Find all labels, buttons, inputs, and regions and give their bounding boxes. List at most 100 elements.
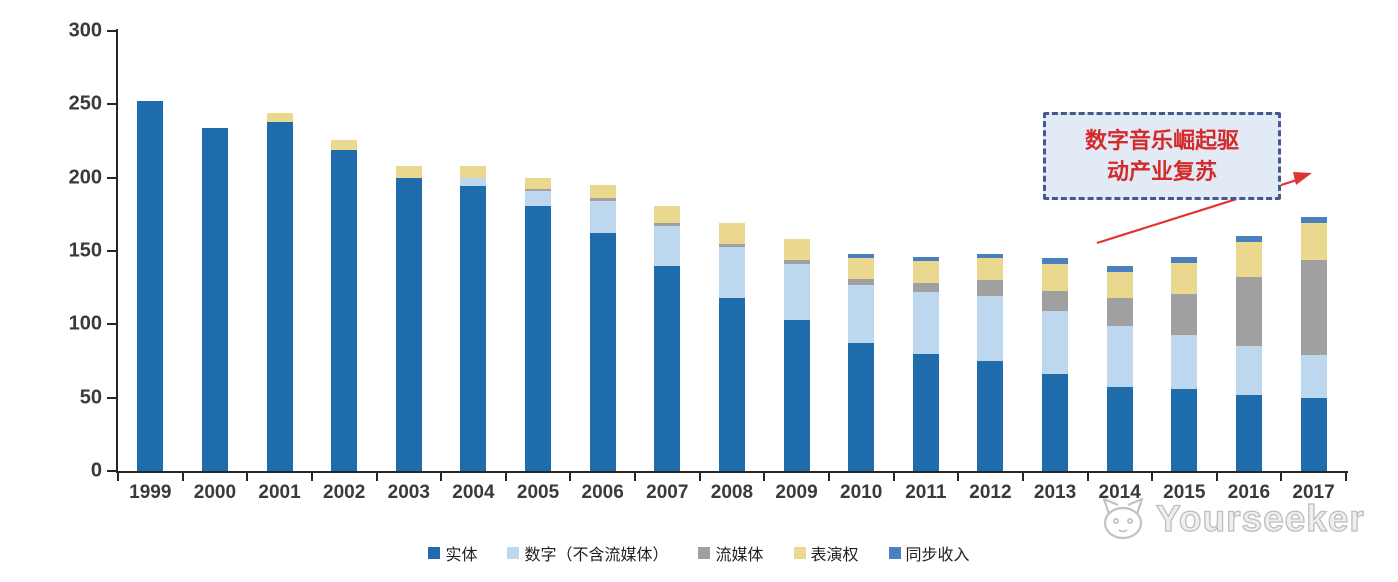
x-tick-mark-10 xyxy=(763,473,766,481)
bar-segment-digital-excl-streaming-2017 xyxy=(1300,355,1327,398)
bar-segment-physical-2003 xyxy=(395,177,422,471)
x-axis-label-2011: 2011 xyxy=(905,482,947,503)
legend-label-sync-revenue: 同步收入 xyxy=(905,547,970,564)
x-tick-mark-11 xyxy=(827,473,830,481)
bar-segment-streaming-2006 xyxy=(589,198,616,202)
stacked-bar-2001 xyxy=(266,113,293,471)
bar-segment-sync-revenue-2012 xyxy=(977,253,1004,259)
bar-group-2010 xyxy=(829,31,894,471)
watermark: Yourseeker xyxy=(1096,492,1365,546)
stacked-bar-2003 xyxy=(395,165,422,471)
bar-group-2017 xyxy=(1281,31,1346,471)
x-axis-label-2004: 2004 xyxy=(452,482,495,503)
x-axis-label-2016: 2016 xyxy=(1227,482,1271,503)
x-tick-mark-1 xyxy=(181,473,184,481)
stacked-bar-2010 xyxy=(848,253,875,471)
bar-segment-physical-2006 xyxy=(589,233,616,471)
x-axis-label-2007: 2007 xyxy=(646,482,689,503)
y-tick-label-200: 200 xyxy=(68,166,102,189)
bar-segment-performance-rights-2017 xyxy=(1300,223,1327,260)
y-tick-mark-300 xyxy=(107,30,116,32)
stacked-bar-2012 xyxy=(977,253,1004,471)
stacked-bar-2005 xyxy=(525,177,552,471)
legend-item-streaming: 流媒体 xyxy=(698,541,764,565)
bar-segment-digital-excl-streaming-2004 xyxy=(460,177,487,187)
bar-group-2001 xyxy=(247,31,312,471)
bar-segment-digital-excl-streaming-2006 xyxy=(589,201,616,234)
stacked-bar-1999 xyxy=(137,101,164,471)
bar-group-2000 xyxy=(183,31,248,471)
bar-segment-physical-2010 xyxy=(848,343,875,471)
stacked-bar-2016 xyxy=(1235,236,1262,471)
x-axis-label-2002: 2002 xyxy=(323,482,366,503)
bar-segment-digital-excl-streaming-2014 xyxy=(1106,325,1133,388)
bar-segment-physical-2012 xyxy=(977,361,1004,471)
legend-item-performance-rights: 表演权 xyxy=(793,541,859,565)
bar-segment-streaming-2007 xyxy=(654,223,681,227)
stacked-bar-2008 xyxy=(718,223,745,471)
x-tick-mark-15 xyxy=(1086,473,1089,481)
y-tick-label-100: 100 xyxy=(68,312,102,335)
y-tick-mark-250 xyxy=(107,103,116,106)
bar-segment-streaming-2010 xyxy=(848,278,875,285)
legend-swatch-digital-excl-streaming xyxy=(507,547,520,559)
bar-segment-physical-1999 xyxy=(137,101,164,471)
x-axis-label-2015: 2015 xyxy=(1163,482,1206,503)
x-tick-mark-3 xyxy=(310,473,313,481)
x-axis-label-2006: 2006 xyxy=(581,482,624,503)
x-tick-mark-2 xyxy=(246,473,249,481)
bar-group-2016 xyxy=(1217,31,1282,471)
stacked-bar-2004 xyxy=(460,165,487,471)
bar-segment-physical-2002 xyxy=(331,149,358,471)
x-axis-label-2005: 2005 xyxy=(516,482,560,503)
y-tick-mark-50 xyxy=(107,396,116,399)
bar-segment-digital-excl-streaming-2005 xyxy=(525,190,552,206)
bar-segment-physical-2011 xyxy=(912,353,939,471)
x-tick-mark-4 xyxy=(375,473,378,481)
bar-segment-streaming-2014 xyxy=(1106,297,1133,326)
bar-group-1999 xyxy=(118,31,183,471)
x-axis-label-2014: 2014 xyxy=(1098,482,1141,503)
bar-group-2012 xyxy=(958,31,1023,471)
legend-swatch-physical xyxy=(428,547,441,559)
stacked-bar-2013 xyxy=(1042,258,1069,471)
stacked-bar-2000 xyxy=(201,127,228,471)
bar-segment-performance-rights-2008 xyxy=(718,223,745,244)
legend-item-sync-revenue: 同步收入 xyxy=(888,541,970,565)
x-axis-label-2010: 2010 xyxy=(840,482,883,503)
bar-segment-sync-revenue-2011 xyxy=(912,256,939,262)
bar-group-2011 xyxy=(894,31,959,471)
bar-group-2014 xyxy=(1087,31,1152,471)
bar-group-2013 xyxy=(1023,31,1088,471)
x-axis-line xyxy=(116,471,1348,473)
legend-label-streaming: 流媒体 xyxy=(715,547,764,564)
legend-swatch-streaming xyxy=(698,547,711,559)
x-axis-label-2012: 2012 xyxy=(969,482,1012,503)
bar-segment-performance-rights-2007 xyxy=(654,205,681,224)
y-tick-mark-0 xyxy=(107,470,116,472)
stacked-bar-2015 xyxy=(1171,256,1198,471)
x-tick-mark-9 xyxy=(698,473,701,481)
x-axis-labels: 1999 2000 2001 2002 2003 2004 2005 2006 2007 2008… xyxy=(118,482,1346,504)
bar-segment-performance-rights-2009 xyxy=(783,239,810,260)
x-tick-mark-6 xyxy=(504,473,507,481)
stacked-bar-2014 xyxy=(1106,265,1133,471)
watermark-text: Yourseeker xyxy=(1155,497,1365,539)
x-axis-label-2008: 2008 xyxy=(710,482,754,503)
bar-group-2015 xyxy=(1152,31,1217,471)
bar-segment-streaming-2015 xyxy=(1171,293,1198,335)
bar-segment-physical-2005 xyxy=(525,205,552,471)
stacked-bar-2007 xyxy=(654,205,681,471)
x-tick-mark-17 xyxy=(1215,473,1218,481)
bar-segment-streaming-2011 xyxy=(912,283,939,293)
bar-segment-physical-2004 xyxy=(460,186,487,471)
bar-segment-performance-rights-2004 xyxy=(460,165,487,178)
bar-segment-physical-2017 xyxy=(1300,397,1327,471)
bar-group-2007 xyxy=(635,31,700,471)
bar-group-2009 xyxy=(764,31,829,471)
legend-label-digital-excl-streaming: 数字（不含流媒体） xyxy=(524,547,669,564)
bar-segment-physical-2015 xyxy=(1171,388,1198,471)
y-tick-label-250: 250 xyxy=(68,92,102,115)
bar-segment-performance-rights-2003 xyxy=(395,165,422,178)
